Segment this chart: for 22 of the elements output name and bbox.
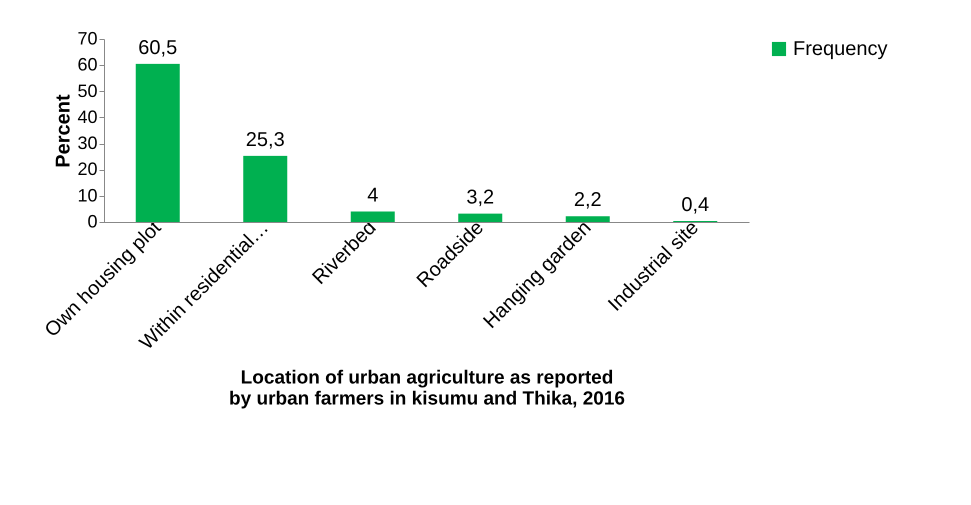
text: 3,2 <box>466 186 494 209</box>
y-tick-label: 30 <box>77 133 98 154</box>
bar <box>136 64 180 222</box>
legend-label: Frequency <box>793 38 888 60</box>
y-tick-label: 50 <box>77 80 98 101</box>
text: 0,4 <box>681 194 710 216</box>
bar <box>350 212 395 222</box>
y-tick-label: 40 <box>77 106 98 127</box>
bar <box>566 216 610 222</box>
text: 25,3 <box>246 128 285 151</box>
text: 4 <box>367 184 378 207</box>
bar <box>458 214 502 222</box>
text: 60,5 <box>138 36 178 59</box>
y-tick-label: 70 <box>77 28 98 48</box>
x-axis-title: Location of urban agriculture as reported by urban farmers in kisumu and Thika, 2016 <box>229 367 625 410</box>
y-tick-label: 20 <box>77 159 98 180</box>
text: 2,2 <box>574 189 602 212</box>
y-tick-label: 0 <box>87 212 98 232</box>
y-axis-title: Percent <box>52 94 74 168</box>
y-tick-label: 10 <box>77 185 98 206</box>
y-tick-label: 60 <box>77 54 98 75</box>
bar <box>243 156 288 222</box>
